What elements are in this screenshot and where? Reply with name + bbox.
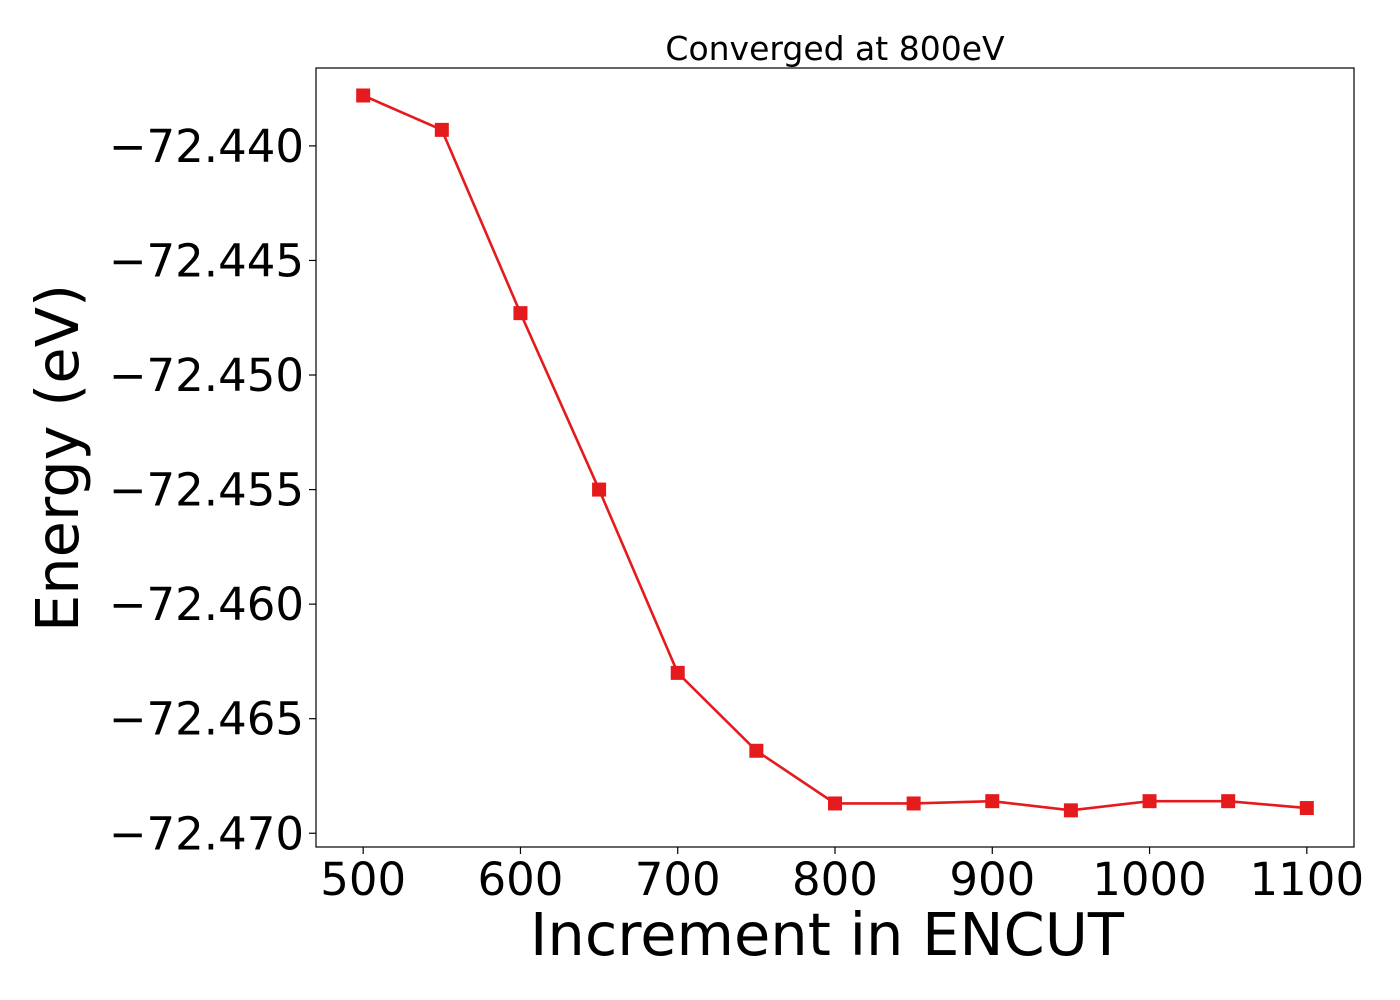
- plot-layer: [356, 88, 1314, 818]
- data-point-marker: [670, 665, 685, 680]
- x-tick-label: 900: [949, 853, 1035, 906]
- data-point-marker: [906, 796, 921, 811]
- data-point-marker: [749, 743, 764, 758]
- data-point-marker: [1142, 794, 1157, 809]
- y-tick-label: −72.450: [109, 349, 304, 402]
- x-tick-label: 1100: [1250, 853, 1365, 906]
- y-axis: −72.440 −72.445 −72.450 −72.455 −72.460 −72.4…: [109, 120, 316, 860]
- x-tick-label: 600: [478, 853, 564, 906]
- data-point-marker: [592, 482, 607, 497]
- chart-title: Converged at 800eV: [665, 29, 1005, 68]
- y-tick-label: −72.445: [109, 234, 304, 287]
- y-axis-label: Energy (eV): [23, 284, 92, 632]
- x-tick-label: 800: [792, 853, 878, 906]
- y-tick-label: −72.440: [109, 120, 304, 173]
- data-point-marker: [1063, 803, 1078, 818]
- y-tick-label: −72.470: [109, 807, 304, 860]
- x-tick-label: 1000: [1092, 853, 1207, 906]
- data-point-marker: [985, 794, 1000, 809]
- data-point-marker: [434, 122, 449, 137]
- data-point-marker: [513, 306, 528, 321]
- y-tick-label: −72.460: [109, 578, 304, 631]
- data-point-marker: [1299, 801, 1314, 816]
- data-point-marker: [828, 796, 842, 811]
- data-point-marker: [1221, 794, 1236, 809]
- x-tick-label: 700: [635, 853, 721, 906]
- x-axis: 500 600 700 800 900 1000 1100: [320, 847, 1364, 906]
- y-tick-label: −72.465: [109, 693, 304, 746]
- x-tick-label: 500: [320, 853, 406, 906]
- data-point-marker: [356, 88, 371, 103]
- x-axis-label: Increment in ENCUT: [530, 900, 1125, 969]
- y-tick-label: −72.455: [109, 464, 304, 517]
